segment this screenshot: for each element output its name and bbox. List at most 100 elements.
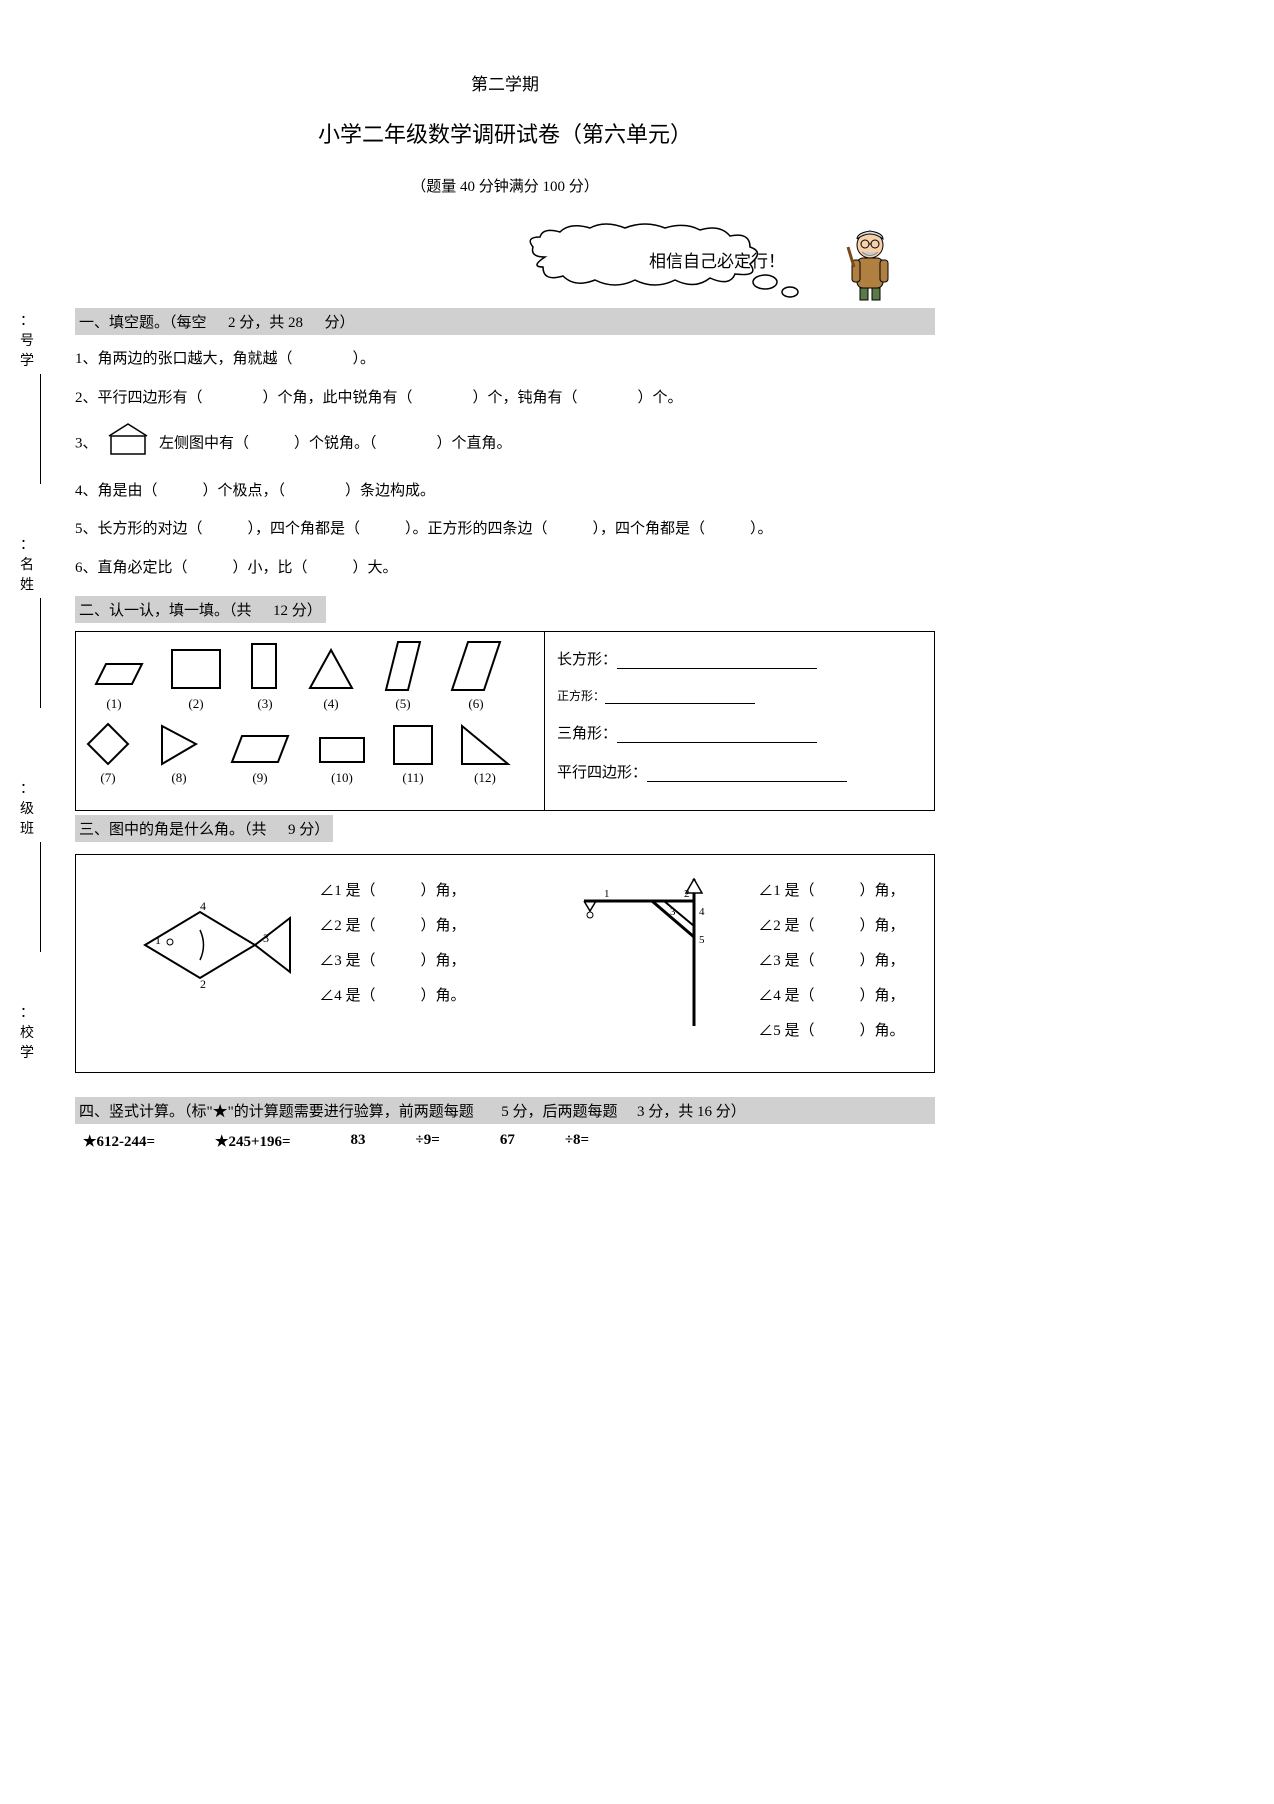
calc-3: 83÷9= <box>351 1132 440 1151</box>
s3-right-a4: ∠4 是（ ）角， <box>758 984 904 1005</box>
house-icon <box>105 422 151 467</box>
shape-1: (1) <box>84 654 144 712</box>
shape-6: (6) <box>448 638 504 712</box>
s2-header-b: 12 分） <box>273 603 322 619</box>
fish-diagram: 1 4 2 3 <box>115 900 315 990</box>
side-line <box>40 374 41 484</box>
encouragement-row: 相信自己必定行！ <box>75 212 935 302</box>
shape-label: (12) <box>458 770 512 786</box>
shape-4: (4) <box>304 644 358 712</box>
svg-text:5: 5 <box>699 934 705 946</box>
side-line <box>40 842 41 952</box>
side-label: 班 <box>20 818 60 838</box>
side-label: 校 <box>20 1022 60 1042</box>
side-dot: ： <box>20 310 60 330</box>
s4-header-b: 5 分，后两题每题 <box>501 1104 617 1120</box>
section-2-header: 二、认一认，填一填。（共 12 分） <box>75 596 326 623</box>
s4-header-c: 3 分，共 16 分） <box>637 1104 746 1120</box>
side-label: 姓 <box>20 574 60 594</box>
side-label: 学 <box>20 1042 60 1062</box>
section-3-body: 1 4 2 3 ∠1 是（ ）角， ∠2 是（ ）角， ∠3 是（ ）角， ∠4… <box>75 854 935 1073</box>
s3-header-a: 三、图中的角是什么角。（共 <box>79 822 267 838</box>
section-4-header: 四、竖式计算。（标"★"的计算题需要进行验算，前两题每题 5 分，后两题每题 3… <box>75 1097 935 1124</box>
ans-tri-label: 三角形： <box>557 726 617 742</box>
section-3-header: 三、图中的角是什么角。（共 9 分） <box>75 815 333 842</box>
q5: 5、长方形的对边（ ），四个角都是（ ）。正方形的四条边（ ），四个角都是（ ）… <box>75 515 935 544</box>
shape-label: (1) <box>84 696 144 712</box>
ans-para-label: 平行四边形： <box>557 765 647 781</box>
calc-1: ★612-244= <box>83 1132 155 1151</box>
svg-text:4: 4 <box>699 906 705 918</box>
s3-left-panel: 1 4 2 3 ∠1 是（ ）角， ∠2 是（ ）角， ∠3 是（ ）角， ∠4… <box>76 855 505 1072</box>
s2-header-a: 二、认一认，填一填。（共 <box>79 603 252 619</box>
q6: 6、直角必定比（ ）小，比（ ）大。 <box>75 554 935 583</box>
encouragement-text: 相信自己必定行！ <box>649 247 785 272</box>
blank-line <box>617 728 817 743</box>
s1-header-c: 分） <box>325 315 355 331</box>
s1-header-b: 2 分，共 28 <box>228 315 303 331</box>
exam-title: 小学二年级数学调研试卷（第六单元） <box>75 117 935 149</box>
binding-sidebar: ： 号 学 ： 名 姓 ： 级 班 ： 校 学 <box>20 310 60 1110</box>
shape-label: (5) <box>380 696 426 712</box>
calc-row: ★612-244= ★245+196= 83÷9= 67 ÷8= <box>75 1132 935 1151</box>
q1: 1、角两边的张口越大，角就越（ ）。 <box>75 345 935 374</box>
shape-label: (3) <box>248 696 282 712</box>
section-2-answers: 长方形： 正方形： 三角形： 平行四边形： <box>545 631 935 811</box>
s4-header-a: 四、竖式计算。（标"★"的计算题需要进行验算，前两题每题 <box>79 1104 474 1120</box>
calc-4a: 67 <box>500 1132 515 1148</box>
section-2-body: (1) (2) (3) (4) (5) <box>75 631 935 811</box>
shape-10: (10) <box>316 734 368 786</box>
s3-left-a2: ∠2 是（ ）角， <box>319 914 465 935</box>
s3-right-a3: ∠3 是（ ）角， <box>758 949 904 970</box>
s3-left-a4: ∠4 是（ ）角。 <box>319 984 465 1005</box>
side-dot: ： <box>20 1002 60 1022</box>
svg-text:1: 1 <box>604 888 610 900</box>
svg-text:3: 3 <box>263 931 269 945</box>
shape-11: (11) <box>390 722 436 786</box>
ans-rect-label: 长方形： <box>557 652 617 668</box>
ans-square-label: 正方形： <box>557 689 605 703</box>
s3-right-a5: ∠5 是（ ）角。 <box>758 1019 904 1040</box>
calc-4b: ÷8= <box>565 1132 589 1148</box>
semester-label: 第二学期 <box>75 70 935 95</box>
shape-label: (4) <box>304 696 358 712</box>
s1-header-a: 一、填空题。（每空 <box>79 315 207 331</box>
q3: 3、 左侧图中有（ ）个锐角。（ ）个直角。 <box>75 422 935 467</box>
svg-text:3: 3 <box>670 906 676 918</box>
shape-label: (6) <box>448 696 504 712</box>
side-line <box>40 598 41 708</box>
svg-text:2: 2 <box>684 888 690 900</box>
blank-line <box>605 693 755 704</box>
shape-5: (5) <box>380 638 426 712</box>
s3-left-a3: ∠3 是（ ）角， <box>319 949 465 970</box>
shape-label: (11) <box>390 770 436 786</box>
blank-line <box>647 767 847 782</box>
svg-text:4: 4 <box>200 900 206 913</box>
shape-7: (7) <box>84 720 132 786</box>
svg-text:1: 1 <box>155 933 161 947</box>
side-label: 学 <box>20 350 60 370</box>
shape-label: (7) <box>84 770 132 786</box>
calc-3a: 83 <box>351 1132 366 1148</box>
side-label: 号 <box>20 330 60 350</box>
shape-3: (3) <box>248 640 282 712</box>
q4: 4、角是由（ ）个极点，（ ）条边构成。 <box>75 477 935 506</box>
shape-8: (8) <box>154 720 204 786</box>
shape-2: (2) <box>166 644 226 712</box>
calc-4: 67 ÷8= <box>500 1132 589 1151</box>
page-content: 第二学期 小学二年级数学调研试卷（第六单元） （题量 40 分钟满分 100 分… <box>75 70 935 1151</box>
q2: 2、平行四边形有（ ）个角，此中锐角有（ ）个，钝角有（ ）个。 <box>75 384 935 413</box>
svg-text:2: 2 <box>200 977 206 990</box>
s3-right-panel: 1 2 3 4 5 ∠1 是（ ）角， ∠2 是（ ）角， ∠3 是（ ）角， … <box>505 855 934 1072</box>
shape-label: (10) <box>316 770 368 786</box>
shape-label: (2) <box>166 696 226 712</box>
shape-label: (9) <box>226 770 294 786</box>
lamp-diagram: 1 2 3 4 5 <box>534 871 754 1031</box>
side-dot: ： <box>20 534 60 554</box>
shape-9: (9) <box>226 728 294 786</box>
teacher-icon <box>840 227 900 302</box>
calc-2: ★245+196= <box>215 1132 291 1151</box>
q3-prefix: 3、 <box>75 436 98 452</box>
s3-left-a1: ∠1 是（ ）角， <box>319 879 465 900</box>
s3-right-a1: ∠1 是（ ）角， <box>758 879 904 900</box>
